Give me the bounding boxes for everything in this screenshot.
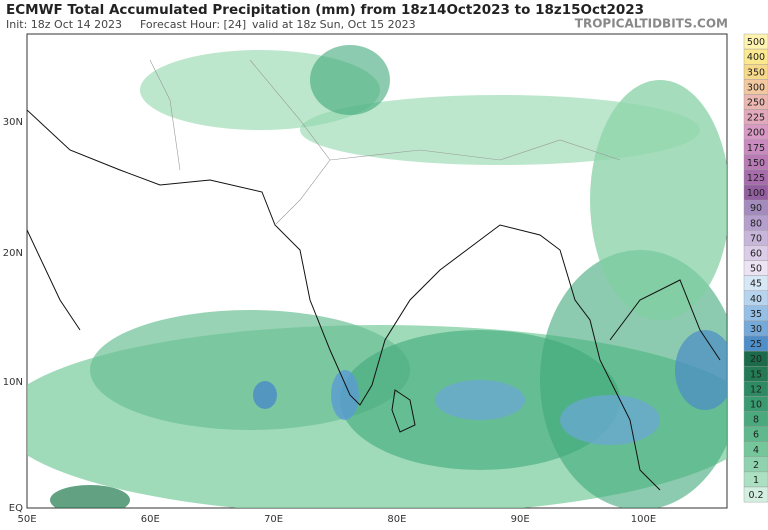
colorbar-label: 40 — [750, 294, 762, 305]
colorbar-label: 225 — [747, 113, 765, 124]
colorbar-label: 200 — [747, 128, 765, 139]
colorbar-label: 300 — [747, 82, 765, 93]
title: ECMWF Total Accumulated Precipitation (m… — [6, 2, 644, 18]
lat-label: 20N — [3, 248, 23, 259]
colorbar-label: 250 — [747, 97, 765, 108]
map — [26, 33, 728, 509]
colorbar-label: 35 — [750, 309, 762, 320]
coastlines — [27, 109, 721, 491]
colorbar-label: 1 — [753, 475, 759, 486]
colorbar-box — [743, 486, 768, 503]
colorbar-label: 350 — [747, 67, 765, 78]
forecast-hour: Forecast Hour: [24] — [140, 18, 246, 31]
colorbar-label: 175 — [747, 143, 765, 154]
colorbar-label: 60 — [750, 248, 762, 259]
lon-label: 60E — [141, 514, 160, 525]
valid-time: valid at 18z Sun, Oct 15 2023 — [252, 18, 416, 31]
colorbar-label: 25 — [750, 339, 762, 350]
colorbar-label: 15 — [750, 369, 762, 380]
colorbar-label: 8 — [753, 415, 759, 426]
lon-label: 70E — [264, 514, 283, 525]
colorbar-label: 12 — [750, 384, 762, 395]
colorbar-label: 45 — [750, 279, 762, 290]
colorbar-label: 125 — [747, 173, 765, 184]
borders — [149, 59, 621, 226]
colorbar-label: 70 — [750, 233, 762, 244]
watermark: TROPICALTIDBITS.COM — [575, 17, 728, 31]
lon-label: 80E — [387, 514, 406, 525]
colorbar-label: 100 — [747, 188, 765, 199]
colorbar-label: 500 — [747, 37, 765, 48]
colorbar: 5004003503002502252001751501251009080706… — [743, 33, 768, 503]
colorbar-label: 80 — [750, 218, 762, 229]
lat-label: 30N — [3, 117, 23, 128]
lat-label: 10N — [3, 377, 23, 388]
colorbar-label: 400 — [747, 52, 765, 63]
precip-field — [27, 45, 727, 508]
colorbar-label: 10 — [750, 399, 762, 410]
colorbar-label: 50 — [750, 264, 762, 275]
lon-label: 50E — [17, 514, 36, 525]
lon-label: 100E — [631, 514, 656, 525]
colorbar-label: 30 — [750, 324, 762, 335]
colorbar-label: 90 — [750, 203, 762, 214]
init-time: Init: 18z Oct 14 2023 — [6, 18, 122, 31]
colorbar-label: 20 — [750, 354, 762, 365]
colorbar-label: 0.2 — [748, 490, 763, 501]
lon-label: 90E — [511, 514, 530, 525]
lat-label: EQ — [9, 503, 23, 514]
colorbar-label: 150 — [747, 158, 765, 169]
colorbar-label: 6 — [753, 430, 759, 441]
colorbar-label: 4 — [753, 445, 759, 456]
colorbar-label: 2 — [753, 460, 759, 471]
